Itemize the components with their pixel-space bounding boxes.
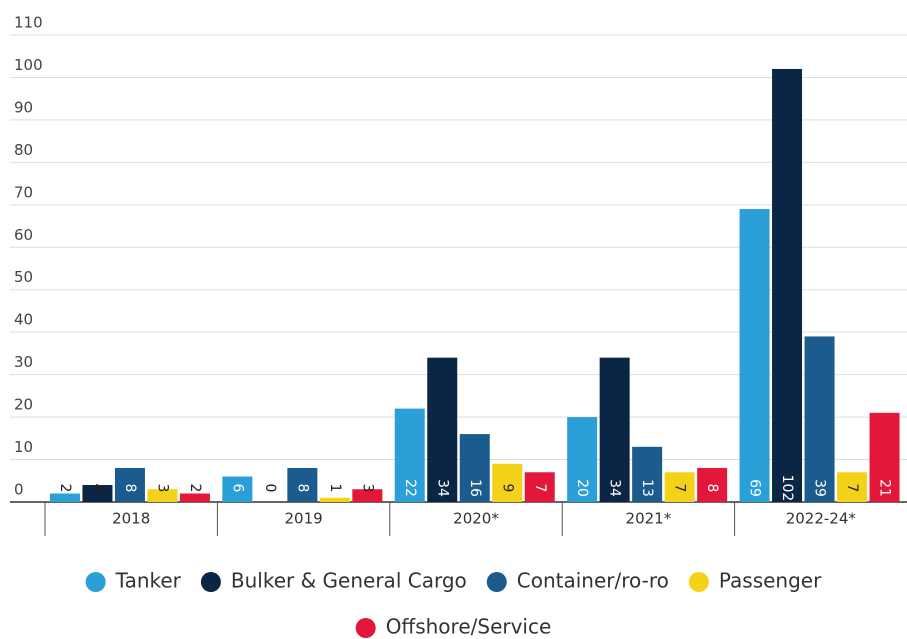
value-label: 2 bbox=[57, 484, 73, 493]
value-label: 3 bbox=[359, 484, 375, 493]
bar bbox=[739, 209, 770, 502]
x-tick-label: 2019 bbox=[285, 510, 323, 528]
x-tick-label: 2018 bbox=[112, 510, 150, 528]
value-label: 7 bbox=[532, 484, 548, 493]
bar bbox=[179, 493, 210, 502]
value-label: 9 bbox=[499, 484, 515, 493]
value-label: 3 bbox=[154, 484, 170, 493]
legend-label: Tanker bbox=[115, 569, 182, 593]
value-label: 1 bbox=[327, 484, 343, 493]
value-label: 69 bbox=[747, 479, 763, 497]
legend-label: Bulker & General Cargo bbox=[231, 569, 467, 593]
bar bbox=[524, 472, 555, 502]
value-label: 7 bbox=[672, 484, 688, 493]
bar bbox=[287, 468, 318, 502]
value-label: 8 bbox=[704, 484, 720, 493]
value-label: 8 bbox=[122, 484, 138, 493]
bar bbox=[664, 472, 695, 502]
bar bbox=[319, 497, 350, 502]
y-tick-label: 50 bbox=[14, 268, 33, 286]
value-label: 4 bbox=[89, 484, 105, 493]
value-label: 34 bbox=[607, 479, 623, 497]
value-label: 0 bbox=[262, 484, 278, 493]
value-label: 20 bbox=[574, 479, 590, 497]
y-tick-label: 110 bbox=[14, 14, 43, 32]
legend-label: Passenger bbox=[719, 569, 822, 593]
y-tick-label: 10 bbox=[14, 438, 33, 456]
bar bbox=[427, 357, 458, 502]
value-label: 21 bbox=[877, 479, 893, 497]
value-label: 6 bbox=[229, 484, 245, 493]
bar bbox=[772, 68, 803, 503]
bar bbox=[697, 468, 728, 502]
y-tick-label: 30 bbox=[14, 353, 33, 371]
bar bbox=[459, 434, 490, 502]
bar bbox=[632, 446, 663, 502]
legend-label: Container/ro-ro bbox=[517, 569, 669, 593]
value-label: 22 bbox=[402, 479, 418, 497]
y-tick-label: 90 bbox=[14, 98, 33, 116]
bar bbox=[599, 357, 630, 502]
bar bbox=[222, 476, 253, 502]
bar bbox=[837, 472, 868, 502]
value-label: 39 bbox=[812, 479, 828, 497]
bar bbox=[394, 408, 425, 502]
bar bbox=[82, 485, 113, 502]
value-label: 7 bbox=[844, 484, 860, 493]
bar bbox=[567, 417, 598, 502]
x-tick-label: 2022-24* bbox=[786, 510, 857, 528]
y-tick-label: 20 bbox=[14, 396, 33, 414]
y-tick-label: 0 bbox=[14, 481, 24, 499]
y-tick-label: 80 bbox=[14, 141, 33, 159]
bar bbox=[352, 489, 383, 502]
value-label: 102 bbox=[779, 475, 795, 502]
legend-label: Offshore/Service bbox=[386, 615, 552, 639]
bar bbox=[49, 493, 80, 502]
value-label: 16 bbox=[467, 479, 483, 497]
bar bbox=[492, 463, 523, 502]
value-label: 2 bbox=[187, 484, 203, 493]
legend-swatch bbox=[85, 572, 106, 592]
y-tick-label: 70 bbox=[14, 183, 33, 201]
value-label: 13 bbox=[639, 479, 655, 497]
legend-swatch bbox=[486, 572, 507, 592]
bar bbox=[147, 489, 178, 502]
y-tick-label: 40 bbox=[14, 311, 33, 329]
bar bbox=[114, 468, 145, 502]
legend-swatch bbox=[355, 618, 376, 638]
legend-swatch bbox=[200, 572, 221, 592]
y-tick-label: 60 bbox=[14, 226, 33, 244]
y-tick-label: 100 bbox=[14, 56, 43, 74]
legend-swatch bbox=[688, 572, 709, 592]
value-label: 34 bbox=[434, 479, 450, 497]
x-tick-label: 2021* bbox=[626, 510, 672, 528]
x-tick-label: 2020* bbox=[453, 510, 499, 528]
bar bbox=[869, 412, 900, 502]
value-label: 8 bbox=[294, 484, 310, 493]
bar bbox=[804, 336, 835, 502]
